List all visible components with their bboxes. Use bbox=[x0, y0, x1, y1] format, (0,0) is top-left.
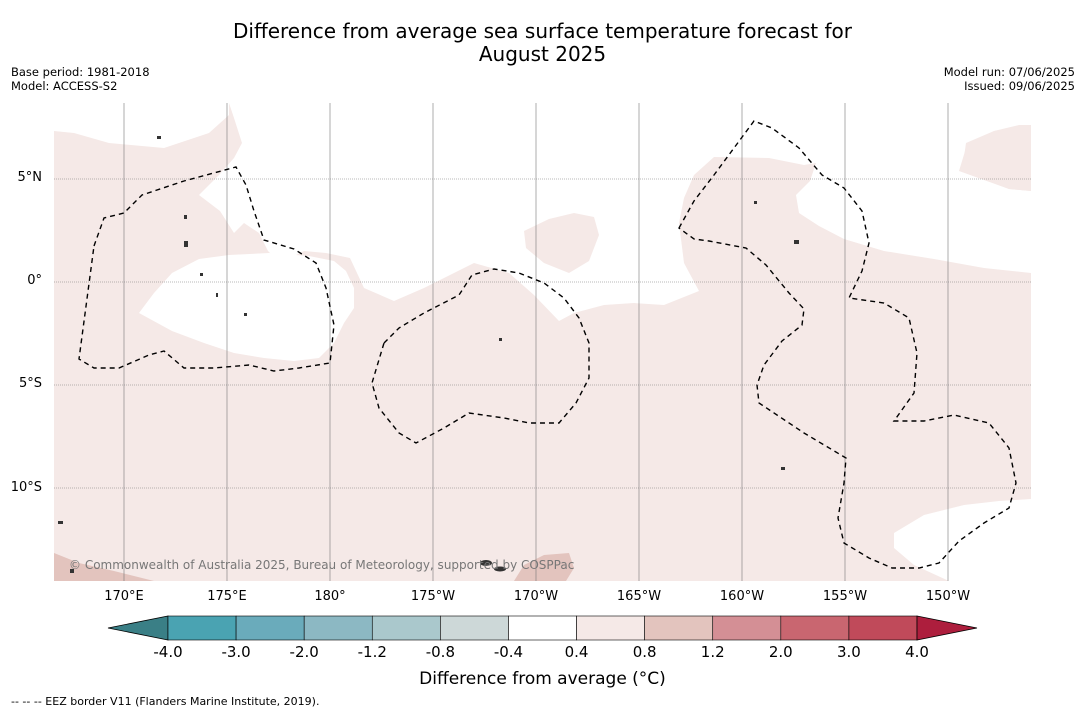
copyright-notice: © Commonwealth of Australia 2025, Bureau… bbox=[69, 558, 575, 572]
lon-label-155w: 155°W bbox=[822, 589, 868, 604]
near-average-region-north-tip bbox=[54, 103, 229, 148]
colorbar-segment bbox=[235, 615, 305, 641]
colorbar-segment bbox=[712, 615, 782, 641]
colorbar-segment bbox=[371, 615, 441, 641]
colorbar-segment bbox=[167, 615, 237, 641]
lat-label-5n: 5°N bbox=[17, 170, 43, 185]
colorbar-arrow-high bbox=[916, 615, 978, 641]
lat-label-10s: 10°S bbox=[10, 480, 42, 495]
near-average-region-south-east bbox=[894, 499, 1031, 581]
colorbar-segment bbox=[508, 615, 577, 641]
colorbar-tick-label: -2.0 bbox=[289, 643, 319, 661]
warm-patch-stronger-south-west bbox=[54, 553, 154, 581]
colorbar-segment bbox=[576, 615, 645, 641]
colorbar-tick-label: -0.4 bbox=[493, 643, 524, 661]
lon-label-170w: 170°W bbox=[513, 589, 559, 604]
colorbar-tick-label: -4.0 bbox=[153, 643, 183, 661]
parallels bbox=[54, 178, 1031, 489]
island-marker bbox=[58, 521, 63, 524]
lon-label-170e: 170°E bbox=[104, 589, 144, 604]
island-marker bbox=[200, 273, 203, 276]
colorbar-tick-label: 3.0 bbox=[836, 643, 861, 661]
island-marker bbox=[244, 313, 247, 316]
island-marker bbox=[184, 241, 188, 247]
island-marker bbox=[184, 215, 187, 219]
colorbar-tick-label: -0.8 bbox=[425, 643, 455, 661]
island-marker bbox=[794, 240, 799, 244]
lon-label-150w: 150°W bbox=[925, 589, 971, 604]
warm-patch-stronger-south-central bbox=[514, 553, 574, 581]
map-panel bbox=[54, 103, 1031, 581]
lon-label-175e: 175°E bbox=[207, 589, 247, 604]
issued-text: Issued: 09/06/2025 bbox=[964, 79, 1075, 93]
base-period-text: Base period: 1981-2018 bbox=[11, 65, 150, 79]
graticule bbox=[123, 103, 949, 581]
eez-border-line-islands bbox=[678, 120, 1017, 569]
colorbar-tick-label: -1.2 bbox=[357, 643, 387, 661]
meta-right: Model run: 07/06/2025 Issued: 09/06/2025 bbox=[944, 65, 1075, 93]
islands bbox=[58, 136, 799, 573]
island-marker bbox=[499, 338, 502, 341]
colorbar-tick-label: 1.2 bbox=[700, 643, 725, 661]
title-line-2: August 2025 bbox=[478, 42, 607, 66]
near-average-region-north-west bbox=[199, 103, 1031, 321]
model-text: Model: ACCESS-S2 bbox=[11, 79, 118, 93]
colorbar-tick-label: 2.0 bbox=[768, 643, 793, 661]
colorbar-tick-label: -3.0 bbox=[221, 643, 251, 661]
title-line-1: Difference from average sea surface temp… bbox=[232, 19, 852, 43]
island-marker bbox=[781, 467, 785, 470]
warm-patch-north-east bbox=[959, 125, 1031, 191]
colorbar-segments bbox=[167, 615, 918, 641]
colorbar-segment bbox=[440, 615, 509, 641]
chart-title: Difference from average sea surface temp… bbox=[0, 20, 1085, 66]
island-marker bbox=[70, 569, 74, 573]
colorbar-segment bbox=[780, 615, 850, 641]
island-marker bbox=[754, 201, 757, 204]
eez-border-phoenix bbox=[371, 268, 590, 444]
eez-border-kiribati-gilbert bbox=[78, 166, 335, 372]
eez-borders bbox=[78, 120, 1017, 569]
lon-label-175w: 175°W bbox=[410, 589, 456, 604]
lat-label-0: 0° bbox=[27, 273, 42, 288]
warm-patch-central bbox=[524, 213, 599, 273]
colorbar-arrow-low bbox=[107, 615, 169, 641]
lat-label-5s: 5°S bbox=[18, 376, 42, 391]
lon-label-180: 180° bbox=[314, 589, 346, 604]
island-marker bbox=[157, 136, 161, 139]
colorbar-segment bbox=[303, 615, 373, 641]
colorbar-tick-label: 0.8 bbox=[632, 643, 657, 661]
colorbar-title: Difference from average (°C) bbox=[419, 669, 666, 689]
colorbar-segment bbox=[848, 615, 918, 641]
model-run-text: Model run: 07/06/2025 bbox=[943, 65, 1075, 79]
colorbar-segment bbox=[644, 615, 714, 641]
island-marker bbox=[216, 293, 218, 297]
island-marker bbox=[494, 566, 506, 572]
island-marker bbox=[480, 560, 492, 566]
eez-footnote: -- -- -- EEZ border V11 (Flanders Marine… bbox=[11, 695, 320, 708]
lon-label-165w: 165°W bbox=[616, 589, 662, 604]
meta-left: Base period: 1981-2018 Model: ACCESS-S2 bbox=[11, 65, 150, 93]
near-average-region-equatorial bbox=[139, 253, 354, 361]
colorbar-tick-label: 0.4 bbox=[564, 643, 589, 661]
lon-label-160w: 160°W bbox=[719, 589, 765, 604]
colorbar bbox=[107, 615, 978, 641]
colorbar-tick-label: 4.0 bbox=[905, 643, 929, 661]
